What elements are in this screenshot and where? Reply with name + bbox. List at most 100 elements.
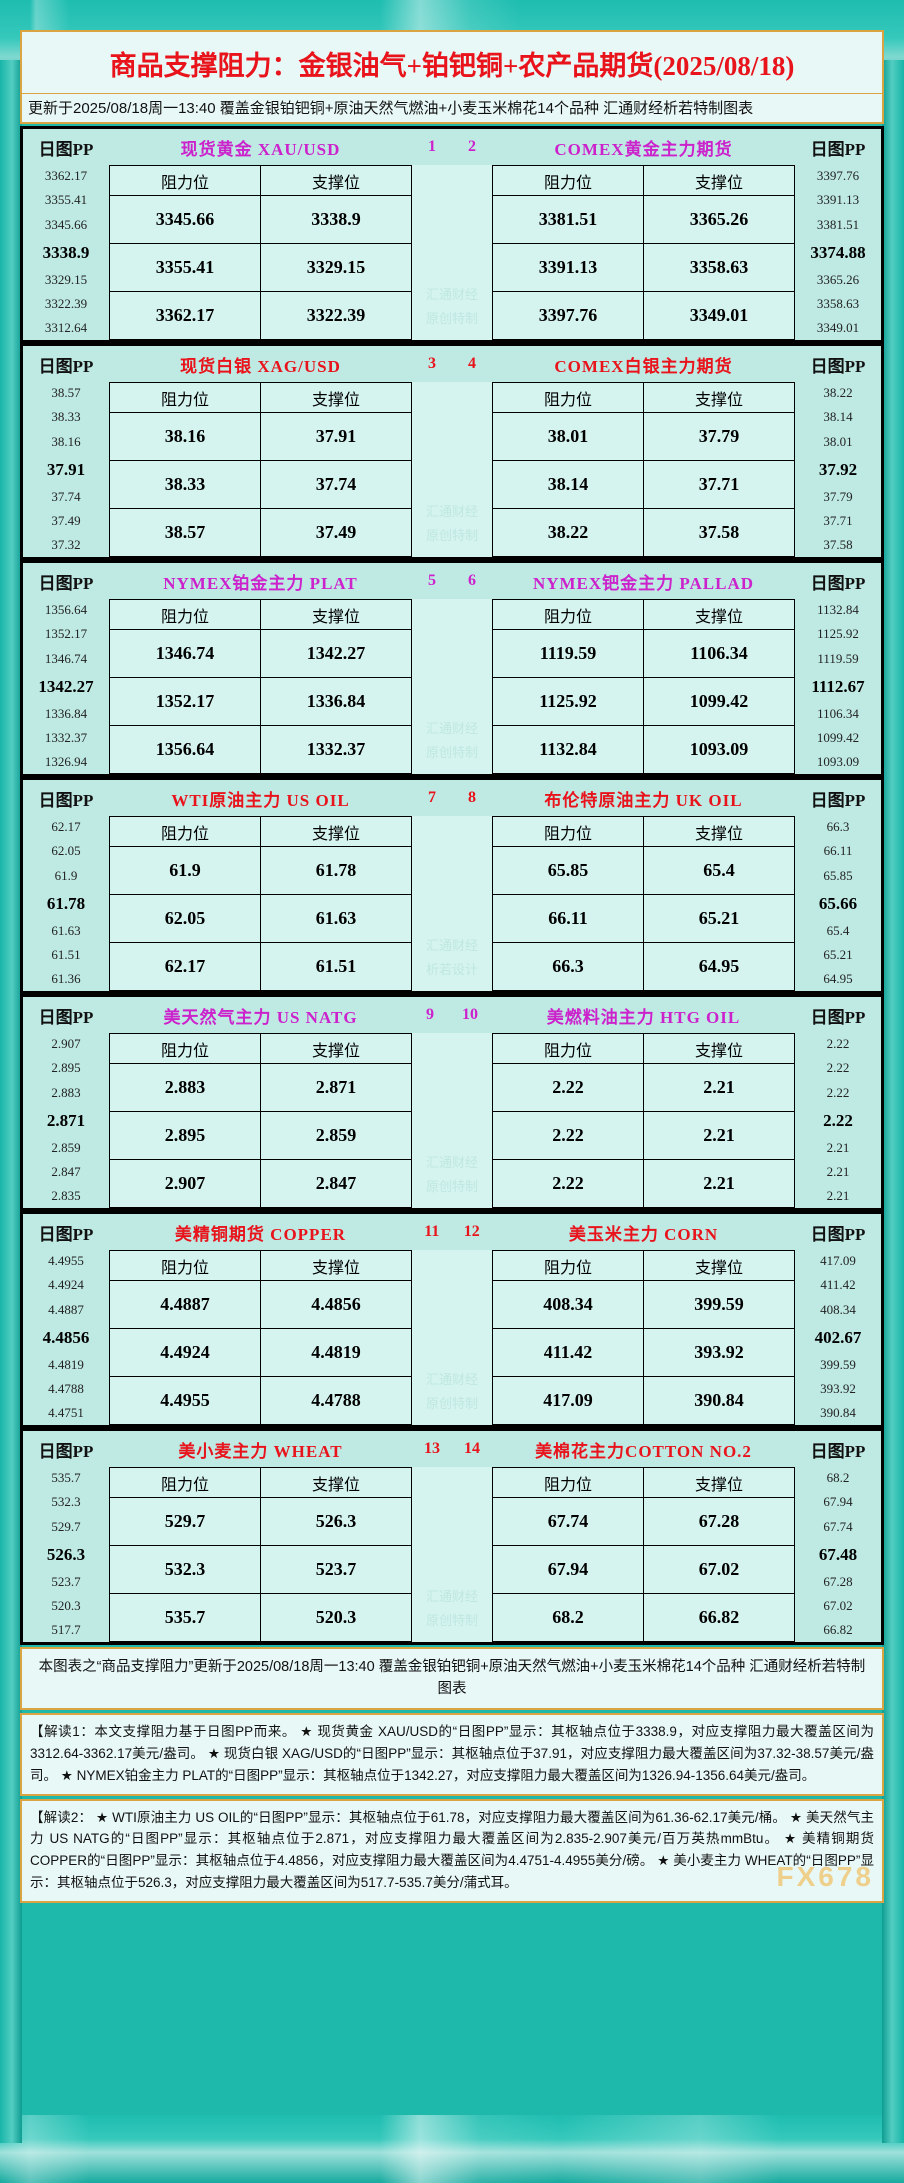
pp-level-value: 67.28 xyxy=(823,1573,853,1589)
pivot-value: 3374.88 xyxy=(810,242,866,262)
table-row: 2.907 2.847 xyxy=(109,1159,412,1208)
content-area: 商品支撑阻力：金银油气+铂钯铜+农产品期货(2025/08/18) 更新于202… xyxy=(20,0,884,1943)
pp-level-value: 64.95 xyxy=(823,971,853,987)
resistance-value: 1125.92 xyxy=(492,677,644,726)
watermark-column: 汇通财经 原创特制 xyxy=(412,382,492,557)
table-row: 38.33 37.74 xyxy=(109,460,412,509)
pp-level-value: 390.84 xyxy=(820,1405,856,1421)
brand-watermark: FX678 xyxy=(776,1860,874,1892)
instrument-title-right: NYMEX钯金主力 PALLAD xyxy=(532,573,755,593)
pp-level-value: 4.4955 xyxy=(48,1253,84,1268)
support-value: 4.4856 xyxy=(260,1280,412,1329)
pp-level-value: 1132.84 xyxy=(817,602,859,617)
instrument-block: 日图PP 美小麦主力 WHEAT 13 14 美棉花主力COTTON NO.2 日图PP 5… xyxy=(20,1428,884,1645)
pp-label-right: 日图PP xyxy=(810,139,866,159)
pp-ladder-left: 535.7 532.3 529.7 526.3 523.7 520.3 517.7 xyxy=(23,1467,109,1642)
table-row: 532.3 523.7 xyxy=(109,1545,412,1594)
table-header-row: 阻力位 支撑位 xyxy=(109,1033,412,1064)
pp-level-value: 2.22 xyxy=(826,1060,850,1076)
block-index-left: 3 xyxy=(428,355,436,372)
table-row: 4.4955 4.4788 xyxy=(109,1376,412,1425)
table-row: 1125.92 1099.42 xyxy=(492,677,795,726)
pp-level-value: 37.58 xyxy=(823,537,853,553)
resistance-value: 38.33 xyxy=(109,460,261,509)
resistance-value: 408.34 xyxy=(492,1280,644,1329)
pp-level-value: 1346.74 xyxy=(44,650,88,666)
bottom-spacer xyxy=(20,1903,884,1943)
table-row: 66.11 65.21 xyxy=(492,894,795,943)
resistance-value: 4.4887 xyxy=(109,1280,261,1329)
instrument-title-right: COMEX黄金主力期货 xyxy=(554,139,733,159)
resistance-value: 2.895 xyxy=(109,1111,261,1160)
block-index-group: 11 12 xyxy=(412,1223,492,1241)
pp-level-value: 2.21 xyxy=(826,1188,850,1204)
levels-table-left: 阻力位 支撑位 1346.74 1342.27 1352.17 1336.84 1356.6… xyxy=(109,599,412,774)
instrument-block: 日图PP 美天然气主力 US NATG 9 10 美燃料油主力 HTG OIL 日图PP 2… xyxy=(20,994,884,1211)
support-value: 2.859 xyxy=(260,1111,412,1160)
pp-label-left: 日图PP xyxy=(38,790,94,810)
table-header-row: 阻力位 支撑位 xyxy=(492,1033,795,1064)
pp-level-value: 4.4751 xyxy=(48,1405,84,1421)
support-value: 66.82 xyxy=(643,1593,795,1642)
resistance-value: 65.85 xyxy=(492,846,644,895)
resistance-value: 38.22 xyxy=(492,508,644,557)
instrument-block: 日图PP 美精铜期货 COPPER 11 12 美玉米主力 CORN 日图PP 4.4955… xyxy=(20,1211,884,1428)
support-value: 2.847 xyxy=(260,1159,412,1208)
support-value: 399.59 xyxy=(643,1280,795,1329)
support-value: 520.3 xyxy=(260,1593,412,1642)
block-body: 62.17 62.05 61.9 61.78 61.63 61.51 61.36 阻力位 支撑位… xyxy=(23,816,881,991)
instrument-title-right: 美棉花主力COTTON NO.2 xyxy=(535,1441,752,1461)
pp-label-right: 日图PP xyxy=(810,790,866,810)
pp-ladder-right: 3397.76 3391.13 3381.51 3374.88 3365.26 3358.… xyxy=(795,165,881,340)
resistance-header: 阻力位 xyxy=(492,1467,644,1498)
resistance-value: 38.57 xyxy=(109,508,261,557)
pp-label-right: 日图PP xyxy=(810,573,866,593)
table-row: 62.05 61.63 xyxy=(109,894,412,943)
pp-level-value: 65.21 xyxy=(823,946,853,962)
watermark-column: 汇通财经 原创特制 xyxy=(412,1250,492,1425)
footer-note-2: 【解读2： ★ WTI原油主力 US OIL的“日图PP”显示：其枢轴点位于61… xyxy=(20,1798,884,1903)
decorative-bottom-band xyxy=(0,2115,904,2183)
pivot-value: 3338.9 xyxy=(42,242,90,262)
table-row: 67.74 67.28 xyxy=(492,1497,795,1546)
pp-ladder-left: 3362.17 3355.41 3345.66 3338.9 3329.15 3322.3… xyxy=(23,165,109,340)
pp-level-value: 520.3 xyxy=(51,1597,81,1613)
support-value: 3358.63 xyxy=(643,243,795,292)
instrument-title-left: 现货黄金 XAU/USD xyxy=(180,139,341,159)
table-row: 38.22 37.58 xyxy=(492,508,795,557)
pp-label-left: 日图PP xyxy=(38,573,94,593)
support-header: 支撑位 xyxy=(643,1250,795,1281)
table-header-row: 阻力位 支撑位 xyxy=(109,816,412,847)
table-row: 1356.64 1332.37 xyxy=(109,725,412,774)
support-value: 3349.01 xyxy=(643,291,795,340)
pp-level-value: 1336.84 xyxy=(44,705,88,721)
block-index-right: 12 xyxy=(463,1223,480,1240)
pivot-value: 37.91 xyxy=(46,459,86,479)
resistance-value: 417.09 xyxy=(492,1376,644,1425)
support-value: 37.79 xyxy=(643,412,795,461)
table-header-row: 阻力位 支撑位 xyxy=(492,382,795,413)
support-header: 支撑位 xyxy=(260,599,412,630)
table-row: 4.4924 4.4819 xyxy=(109,1328,412,1377)
pp-level-value: 38.57 xyxy=(51,385,81,400)
block-header: 日图PP 现货黄金 XAU/USD 1 2 COMEX黄金主力期货 日图PP xyxy=(23,129,881,165)
pp-level-value: 2.21 xyxy=(826,1163,850,1179)
pp-ladder-right: 68.2 67.94 67.74 67.48 67.28 67.02 66.82 xyxy=(795,1467,881,1642)
resistance-value: 1352.17 xyxy=(109,677,261,726)
support-value: 67.28 xyxy=(643,1497,795,1546)
watermark-column: 汇通财经 原创特制 xyxy=(412,1467,492,1642)
support-value: 37.74 xyxy=(260,460,412,509)
support-value: 2.871 xyxy=(260,1063,412,1112)
block-index-left: 7 xyxy=(428,789,436,806)
block-index-group: 9 10 xyxy=(412,1006,492,1024)
resistance-value: 62.05 xyxy=(109,894,261,943)
table-row: 3362.17 3322.39 xyxy=(109,291,412,340)
pp-level-value: 37.79 xyxy=(823,488,853,504)
resistance-header: 阻力位 xyxy=(109,1467,261,1498)
resistance-value: 3397.76 xyxy=(492,291,644,340)
support-value: 65.4 xyxy=(643,846,795,895)
resistance-value: 3391.13 xyxy=(492,243,644,292)
levels-table-left: 阻力位 支撑位 38.16 37.91 38.33 37.74 38.57 37.49 xyxy=(109,382,412,557)
table-row: 1132.84 1093.09 xyxy=(492,725,795,774)
resistance-value: 411.42 xyxy=(492,1328,644,1377)
